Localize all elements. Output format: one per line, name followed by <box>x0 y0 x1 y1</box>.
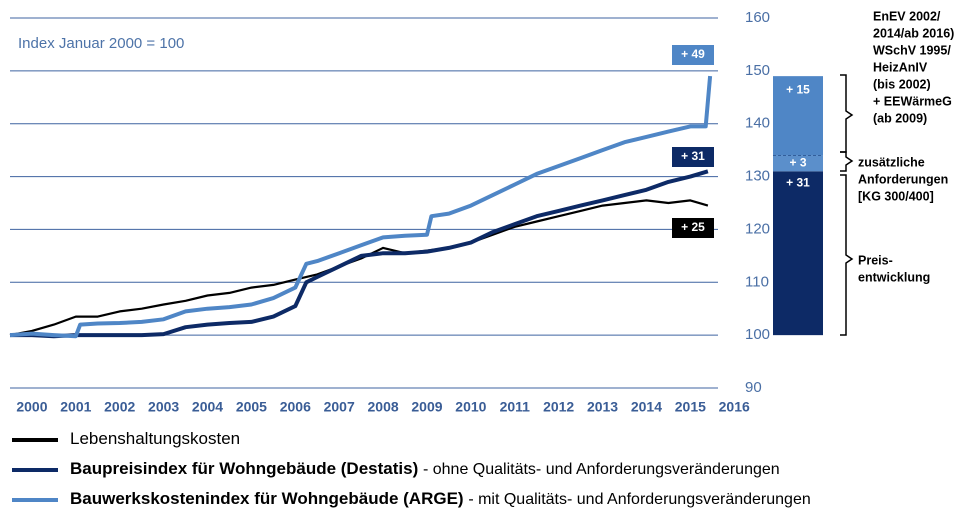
legend-note: - mit Qualitäts- und Anforderungsverände… <box>468 491 810 508</box>
y-tick-label: 140 <box>745 115 770 132</box>
x-tick-label: 2015 <box>675 399 706 415</box>
x-tick-label: 2000 <box>16 399 47 415</box>
x-tick-label: 2011 <box>500 399 531 415</box>
x-tick-label: 2008 <box>368 399 399 415</box>
segment-label: + 31 <box>786 175 810 189</box>
y-tick-label: 120 <box>745 220 770 237</box>
bracket-text: Preis- <box>858 253 893 267</box>
subtitle: Index Januar 2000 = 100 <box>18 35 184 52</box>
bracket-text: Anforderungen <box>858 172 948 186</box>
line <box>9 199 709 337</box>
legend-name: Lebenshaltungskosten <box>70 429 240 448</box>
x-tick-label: 2001 <box>60 399 91 415</box>
legend-name: Bauwerkskostenindex für Wohngebäude (ARG… <box>70 489 464 508</box>
y-tick-label: 90 <box>745 379 762 396</box>
segment-label: + 3 <box>789 156 806 170</box>
stack-segment <box>773 76 823 156</box>
bracket-text: (bis 2002) <box>873 77 931 91</box>
x-tick-label: 2002 <box>104 399 135 415</box>
x-tick-label: 2003 <box>148 399 179 415</box>
x-tick-label: 2010 <box>455 399 486 415</box>
bracket-text: 2014/ab 2016) <box>873 26 954 40</box>
end-label: + 25 <box>681 220 705 234</box>
x-tick-label: 2009 <box>411 399 442 415</box>
x-tick-label: 2004 <box>192 399 223 415</box>
x-tick-label: 2013 <box>587 399 618 415</box>
x-tick-label: 2012 <box>543 399 574 415</box>
x-tick-label: 2016 <box>719 399 750 415</box>
end-label-box <box>672 45 714 65</box>
stack-segment <box>773 155 823 172</box>
bracket-text: zusätzliche <box>858 155 925 169</box>
x-tick-label: 2014 <box>631 399 662 415</box>
bracket-text: + EEWärmeG <box>873 94 952 108</box>
end-label-box <box>672 147 714 167</box>
bracket-text: (ab 2009) <box>873 111 927 125</box>
line <box>10 169 709 339</box>
legend-name: Baupreisindex für Wohngebäude (Destatis) <box>70 459 418 478</box>
y-tick-label: 150 <box>745 62 770 79</box>
end-label-box <box>672 218 714 238</box>
legend-entry: Baupreisindex für Wohngebäude (Destatis)… <box>70 459 780 478</box>
legend-entry: Bauwerkskostenindex für Wohngebäude (ARG… <box>70 489 811 508</box>
bracket-text: EnEV 2002/ <box>873 9 941 23</box>
x-tick-label: 2006 <box>280 399 311 415</box>
x-tick-label: 2007 <box>324 399 355 415</box>
bracket <box>840 74 854 153</box>
y-tick-label: 130 <box>745 168 770 185</box>
bracket-text: WSchV 1995/ <box>873 43 951 57</box>
bracket-text: entwicklung <box>858 270 930 284</box>
bracket <box>840 174 854 336</box>
x-tick-label: 2005 <box>236 399 267 415</box>
y-tick-label: 160 <box>745 9 770 26</box>
y-tick-label: 110 <box>745 273 769 290</box>
segment-label: + 15 <box>786 82 810 96</box>
brackets <box>840 74 854 336</box>
end-label: + 49 <box>681 47 705 61</box>
y-tick-label: 100 <box>745 326 770 343</box>
line <box>9 75 713 339</box>
end-label: + 31 <box>681 149 705 163</box>
legend-note: - ohne Qualitäts- und Anforderungsveränd… <box>423 461 780 478</box>
stack-segment <box>773 171 823 336</box>
bracket <box>840 151 854 172</box>
bracket-text: [KG 300/400] <box>858 189 934 203</box>
bracket-text: HeizAnIV <box>873 60 928 74</box>
legend-entry: Lebenshaltungskosten <box>70 429 240 448</box>
